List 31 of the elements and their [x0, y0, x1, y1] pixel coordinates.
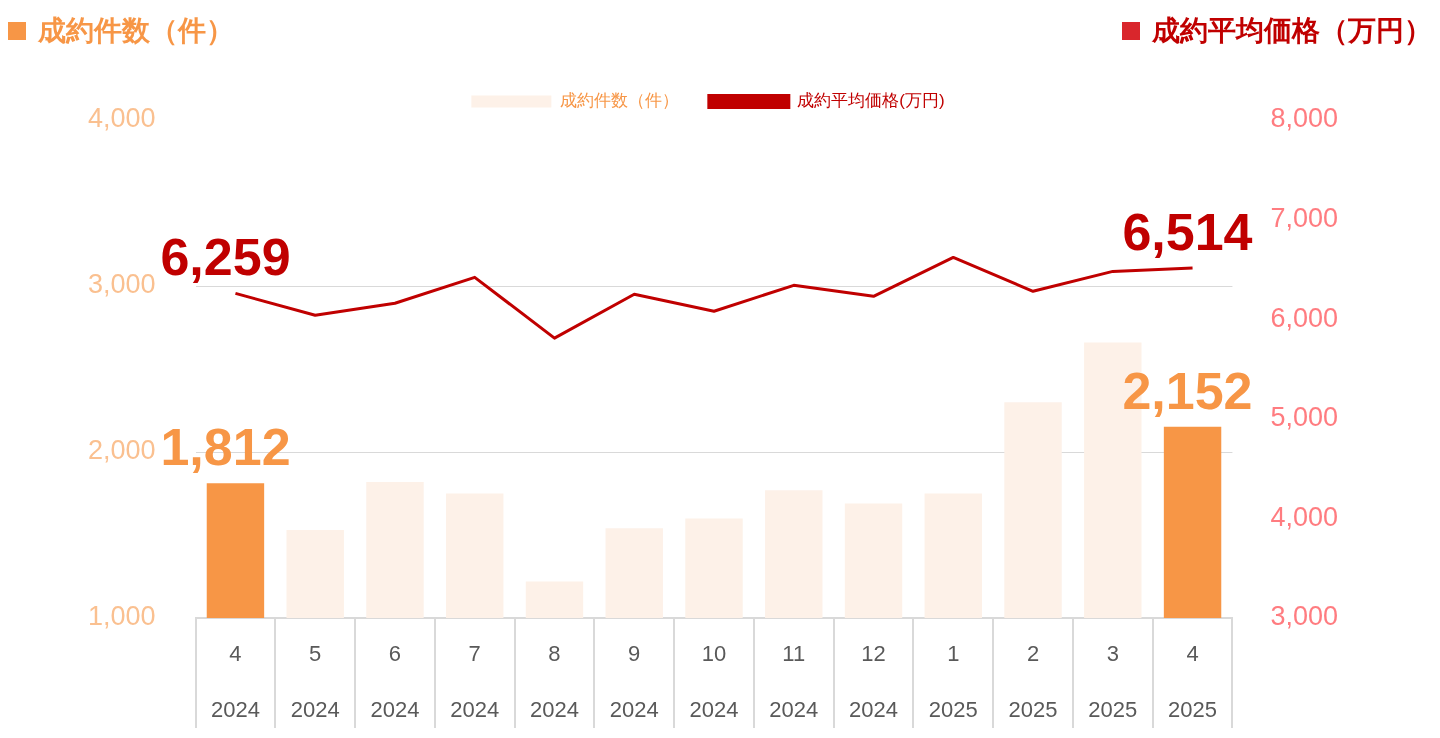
- category-label: 1 2025: [928, 641, 978, 723]
- y2-tick-label: 7,000: [1270, 203, 1339, 234]
- category-label: 12 2024: [849, 641, 898, 723]
- y-tick-label: 2,000: [87, 435, 156, 466]
- legend-label: 成約件数（件）: [559, 91, 679, 111]
- data-label: 1,812: [160, 418, 291, 477]
- y2-tick-label: 6,000: [1270, 302, 1339, 333]
- category-label: 3 2025: [1088, 641, 1138, 723]
- y2-tick-label: 4,000: [1270, 501, 1339, 532]
- data-label: 6,259: [160, 228, 291, 287]
- y2-tick-label: 8,000: [1270, 103, 1339, 134]
- y2-tick-label: 5,000: [1270, 402, 1339, 433]
- y-tick-label: 3,000: [87, 269, 156, 300]
- y2-tick-label: 3,000: [1270, 601, 1339, 632]
- data-label: 2,152: [1122, 361, 1253, 420]
- y2-axis-title: 成約平均価格（万円）: [1152, 14, 1432, 48]
- category-label: 6 2024: [370, 641, 420, 723]
- y-tick-label: 1,000: [87, 601, 156, 632]
- category-label: 8 2024: [530, 641, 579, 723]
- category-label: 7 2024: [450, 641, 500, 723]
- legend-label: 成約平均価格(万円): [797, 91, 945, 111]
- category-label: 4 2024: [210, 641, 260, 723]
- category-label: 10 2024: [689, 641, 739, 723]
- category-label: 11 2024: [769, 641, 819, 723]
- y-axis-title: 成約件数（件）: [38, 14, 234, 48]
- category-label: 5 2024: [290, 641, 340, 723]
- category-label: 4 2025: [1168, 641, 1218, 723]
- category-label: 2 2025: [1008, 641, 1058, 723]
- y-tick-label: 4,000: [87, 103, 156, 134]
- data-label: 6,514: [1122, 203, 1253, 262]
- category-label: 9 2024: [609, 641, 659, 723]
